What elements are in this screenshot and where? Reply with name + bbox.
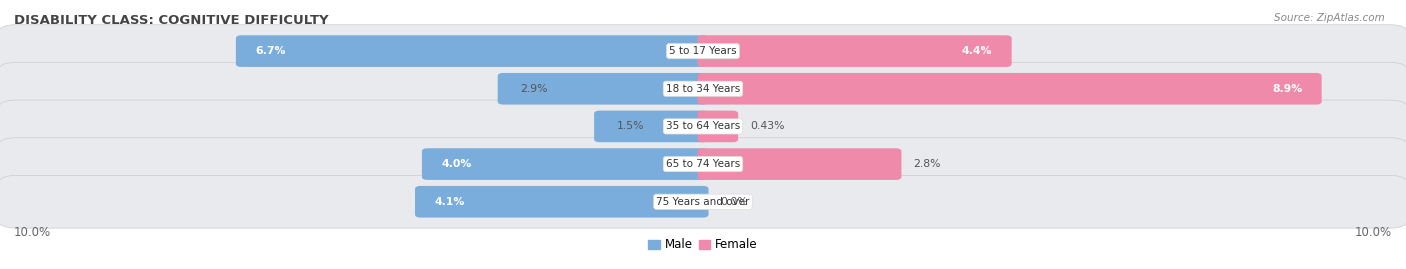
FancyBboxPatch shape [498,73,709,105]
Legend: Male, Female: Male, Female [644,234,762,256]
Text: 4.4%: 4.4% [962,46,993,56]
FancyBboxPatch shape [697,111,738,142]
Text: 35 to 64 Years: 35 to 64 Years [666,121,740,132]
FancyBboxPatch shape [0,25,1406,77]
Text: 4.0%: 4.0% [441,159,471,169]
FancyBboxPatch shape [236,35,709,67]
FancyBboxPatch shape [422,148,709,180]
Text: 4.1%: 4.1% [434,197,465,207]
Text: 5 to 17 Years: 5 to 17 Years [669,46,737,56]
Text: 1.5%: 1.5% [617,121,644,132]
Text: Source: ZipAtlas.com: Source: ZipAtlas.com [1274,13,1385,23]
Text: 6.7%: 6.7% [256,46,285,56]
Text: 2.8%: 2.8% [912,159,941,169]
FancyBboxPatch shape [0,138,1406,190]
FancyBboxPatch shape [0,175,1406,228]
FancyBboxPatch shape [697,148,901,180]
Text: 10.0%: 10.0% [1355,226,1392,239]
Text: 75 Years and over: 75 Years and over [657,197,749,207]
Text: 8.9%: 8.9% [1272,84,1302,94]
FancyBboxPatch shape [697,73,1322,105]
Text: 0.0%: 0.0% [720,197,748,207]
Text: 65 to 74 Years: 65 to 74 Years [666,159,740,169]
Text: 18 to 34 Years: 18 to 34 Years [666,84,740,94]
Text: DISABILITY CLASS: COGNITIVE DIFFICULTY: DISABILITY CLASS: COGNITIVE DIFFICULTY [14,14,329,27]
Text: 0.43%: 0.43% [749,121,785,132]
FancyBboxPatch shape [415,186,709,218]
FancyBboxPatch shape [697,35,1012,67]
FancyBboxPatch shape [0,62,1406,115]
Text: 10.0%: 10.0% [14,226,51,239]
FancyBboxPatch shape [0,100,1406,153]
Text: 2.9%: 2.9% [520,84,548,94]
FancyBboxPatch shape [595,111,709,142]
